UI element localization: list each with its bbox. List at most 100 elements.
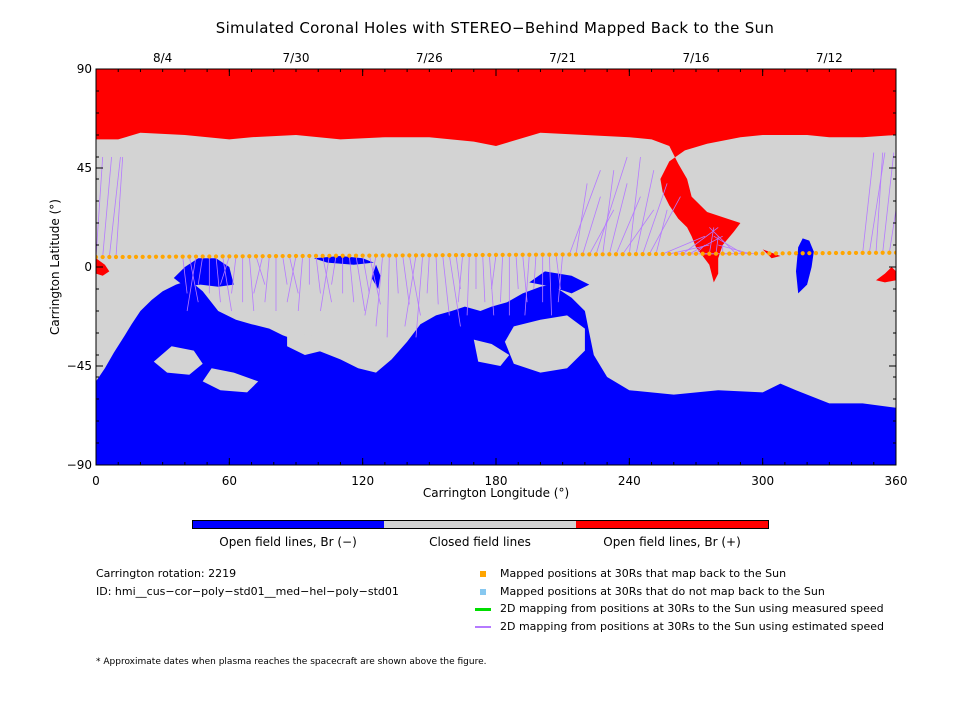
mapped-position-point: [233, 254, 239, 259]
estimated-speed-mapping-line: [115, 156, 124, 258]
mapped-position-point: [820, 251, 825, 256]
estimated-speed-mapping-line: [628, 156, 641, 255]
mapped-position-point: [427, 253, 432, 258]
mapped-position-point: [720, 251, 725, 256]
mapped-position-point: [353, 253, 359, 258]
estimated-speed-mapping-line: [448, 255, 461, 327]
mapped-position-point: [827, 250, 832, 256]
mapped-position-point: [120, 254, 125, 260]
estimated-speed-mapping-line: [197, 256, 204, 285]
mapped-position-point: [660, 251, 665, 257]
estimated-speed-mapping-line: [255, 256, 266, 285]
mapped-position-point: [540, 252, 545, 257]
mapped-position-point: [680, 251, 685, 256]
mapped-position-point: [100, 254, 105, 260]
y-tick-label: 90: [76, 62, 92, 76]
y-tick-label: 45: [76, 161, 92, 175]
estimated-speed-mapping-line: [415, 255, 424, 338]
date-label: 7/21: [549, 51, 577, 65]
estimated-speed-mapping-line: [642, 183, 668, 255]
mapped-position-point: [653, 251, 659, 257]
estimated-speed-mapping-line: [457, 255, 464, 303]
mapped-position-point: [440, 253, 445, 258]
x-tick-label: 360: [884, 474, 908, 488]
estimated-speed-mapping-line: [875, 152, 884, 253]
mapped-position-point: [293, 253, 299, 259]
negative-open-field-patch: [173, 258, 234, 287]
mapped-position-point: [280, 253, 285, 259]
estimated-speed-mapping-line: [188, 256, 199, 303]
mapped-position-point: [487, 252, 492, 258]
y-tick-label: −45: [66, 359, 92, 373]
mapped-position-point: [553, 252, 559, 257]
estimated-speed-mapping-line: [533, 254, 537, 290]
mapped-position-point: [207, 254, 212, 259]
colorbar-label-open-negative: Open field lines, Br (−): [219, 535, 357, 549]
estimated-speed-mapping-line: [466, 255, 470, 316]
mapped-position-point: [740, 251, 745, 256]
mapped-position-point: [760, 251, 765, 256]
mapped-position-point: [253, 254, 259, 259]
positive-open-field-patch: [876, 267, 896, 283]
colorbar-open-positive: [576, 520, 768, 528]
mapped-position-point: [387, 253, 392, 258]
mapped-position-point: [547, 252, 552, 257]
mapped-position-point: [813, 251, 819, 256]
mapped-position-point: [140, 254, 145, 259]
mapped-position-point: [453, 253, 459, 258]
estimated-speed-mapping-line: [568, 170, 601, 255]
mapped-position-point: [800, 251, 805, 256]
estimated-speed-mapping-line: [557, 254, 564, 303]
estimated-speed-mapping-line: [708, 227, 715, 254]
mapped-position-point: [327, 253, 332, 258]
estimated-speed-mapping-line: [362, 255, 370, 294]
x-tick-label: 240: [617, 474, 641, 488]
mapped-position-point: [107, 254, 112, 260]
colorbar-label-closed: Closed field lines: [429, 535, 531, 549]
estimated-speed-mapping-line: [348, 255, 355, 303]
estimated-speed-mapping-line: [515, 254, 519, 290]
mapped-position-point: [260, 254, 265, 259]
mapped-position-point: [333, 253, 339, 258]
mapped-position-point: [713, 251, 719, 256]
mapped-position-point: [593, 252, 599, 257]
estimated-speed-mapping-line: [588, 209, 615, 255]
estimated-speed-mapping-line: [709, 227, 737, 254]
orange-square-icon: [480, 571, 486, 577]
x-tick-label: 60: [221, 474, 237, 488]
mapped-position-point: [480, 252, 485, 258]
estimated-speed-mapping-line: [186, 256, 197, 312]
estimated-speed-mapping-line: [320, 255, 330, 312]
mapped-position-point: [460, 252, 465, 258]
mapped-position-point: [507, 252, 512, 257]
legend-label: Mapped positions at 30Rs that map back t…: [500, 567, 787, 580]
estimated-speed-mapping-line: [182, 256, 188, 294]
date-label: 7/26: [415, 51, 443, 65]
mapped-position-point: [673, 251, 679, 257]
mapped-position-point: [393, 253, 399, 258]
x-tick-label: 300: [751, 474, 775, 488]
mapped-position-point: [600, 252, 605, 257]
estimated-speed-mapping-line: [582, 196, 601, 255]
mapped-position-point: [340, 253, 345, 258]
mapped-position-point: [473, 252, 479, 258]
estimated-speed-mapping-line: [595, 156, 628, 255]
closed-field-island: [202, 368, 259, 393]
purple-line-icon: [475, 626, 491, 628]
mapped-position-point: [493, 252, 499, 257]
x-tick-label: 0: [92, 474, 100, 488]
mapped-position-point: [220, 254, 225, 259]
mapped-position-point: [647, 251, 652, 257]
mapped-position-point: [273, 254, 279, 259]
mapped-position-point: [360, 253, 365, 258]
y-tick-label: −90: [66, 458, 92, 472]
estimated-speed-mapping-line: [622, 209, 655, 255]
mapped-position-point: [213, 254, 219, 259]
estimated-speed-mapping-line: [96, 156, 104, 258]
mapped-position-point: [500, 252, 505, 257]
estimated-speed-mapping-line: [868, 152, 886, 253]
mapped-position-point: [320, 253, 325, 258]
estimated-speed-mapping-line: [608, 183, 628, 255]
estimated-speed-mapping-line: [426, 255, 430, 294]
footnote: * Approximate dates when plasma reaches …: [96, 657, 487, 667]
